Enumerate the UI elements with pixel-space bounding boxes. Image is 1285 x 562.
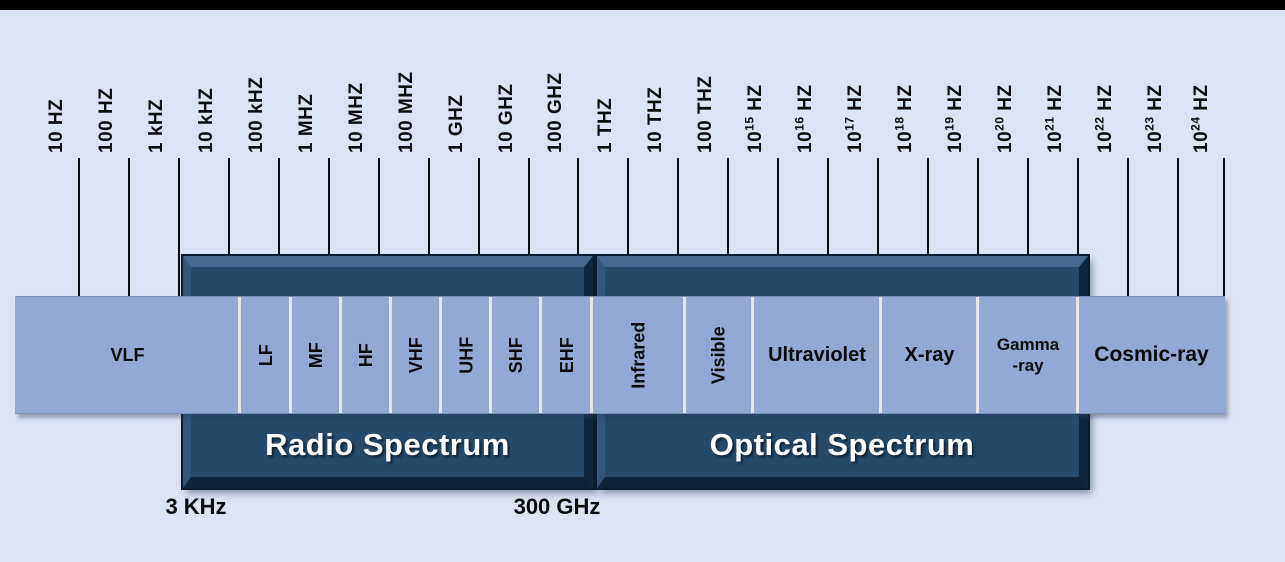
band-separator (238, 297, 241, 413)
tick-label: 1022 HZ (1092, 84, 1116, 153)
tick-label: 1021 HZ (1042, 84, 1066, 153)
band-separator (590, 297, 593, 413)
tick-label: 100 HZ (96, 87, 117, 153)
band-cell-label: HF (355, 343, 376, 367)
tick-line (528, 158, 530, 258)
band-cell: SHF (491, 297, 541, 413)
range-label: 3 KHz (165, 494, 227, 519)
tick-label: 1017 HZ (842, 84, 866, 153)
tick-label: 1016 HZ (792, 84, 816, 153)
tick-line (428, 158, 430, 258)
band-cell: Cosmic-ray (1078, 297, 1225, 413)
spectrum-box-title: Optical Spectrum (709, 427, 975, 462)
band-separator (439, 297, 442, 413)
tick-line (1223, 158, 1225, 296)
tick-label: 1 MHZ (296, 93, 317, 154)
band-cell: LF (240, 297, 291, 413)
tick-label: 10 kHZ (196, 87, 217, 153)
tick-line (128, 158, 130, 296)
range-label: 300 GHz (513, 494, 601, 519)
tick-label: 1023 HZ (1142, 84, 1166, 153)
band-cell-label: LF (255, 344, 276, 366)
band-cell: Ultraviolet (753, 297, 881, 413)
band-cell-label: VHF (405, 337, 426, 373)
tick-line (1127, 158, 1129, 296)
band-cell: VLF (15, 297, 240, 413)
band-cell: MF (291, 297, 341, 413)
band-separator (339, 297, 342, 413)
tick-line (927, 158, 929, 258)
band-separator (289, 297, 292, 413)
tick-line (478, 158, 480, 258)
tick-label: 1 THZ (595, 97, 616, 153)
band-cell: HF (341, 297, 391, 413)
band-cell-label: SHF (505, 337, 526, 373)
band-separator (389, 297, 392, 413)
band-cell: X-ray (881, 297, 978, 413)
tick-label: 1024 HZ (1188, 84, 1212, 153)
band-cell-label: EHF (556, 337, 577, 373)
tick-label: 1015 HZ (742, 84, 766, 153)
band-cell-label: Visible (708, 326, 729, 384)
tick-label: 10 MHZ (346, 82, 367, 153)
band-separator (539, 297, 542, 413)
tick-line (378, 158, 380, 258)
tick-line (1177, 158, 1179, 296)
frequency-band: VLF LF MF HF VHF UHF SHF EHF Infrared Visible Ultr… (15, 296, 1225, 414)
spectrum-box-title: Radio Spectrum (265, 427, 510, 462)
tick-line (178, 158, 180, 296)
tick-line (977, 158, 979, 258)
tick-label: 10 THZ (645, 86, 666, 153)
band-cell-label: MF (305, 342, 326, 368)
tick-line (1077, 158, 1079, 258)
band-separator (1076, 297, 1079, 413)
tick-line (78, 158, 80, 296)
tick-label: 100 kHZ (246, 76, 267, 153)
band-cell: EHF (541, 297, 592, 413)
tick-label: 10 GHZ (496, 83, 517, 153)
tick-label: 100 MHZ (396, 71, 417, 153)
band-cell-label: Ultraviolet (768, 343, 866, 366)
tick-line (228, 158, 230, 258)
tick-line (1027, 158, 1029, 258)
band-cell-label: Gamma -ray (996, 334, 1060, 375)
tick-line (577, 158, 579, 258)
tick-label: 1020 HZ (992, 84, 1016, 153)
tick-line (328, 158, 330, 258)
band-cell-label: Cosmic-ray (1094, 342, 1209, 366)
band-separator (751, 297, 754, 413)
tick-line (278, 158, 280, 258)
band-separator (683, 297, 686, 413)
band-cell: Visible (685, 297, 753, 413)
tick-line (777, 158, 779, 258)
band-separator (489, 297, 492, 413)
tick-label: 1 kHZ (146, 98, 167, 153)
band-cell: VHF (391, 297, 441, 413)
tick-label: 1018 HZ (892, 84, 916, 153)
tick-line (677, 158, 679, 258)
band-cell: Gamma -ray (978, 297, 1078, 413)
band-cell-label: VLF (110, 344, 145, 365)
tick-label: 100 THZ (695, 75, 716, 153)
top-black-bar (0, 0, 1285, 10)
tick-label: 1019 HZ (942, 84, 966, 153)
tick-label: 10 HZ (46, 98, 67, 153)
tick-line (827, 158, 829, 258)
tick-line (727, 158, 729, 258)
band-separator (976, 297, 979, 413)
band-cell-label: X-ray (904, 343, 955, 366)
band-cell-label: UHF (455, 336, 476, 374)
band-separator (879, 297, 882, 413)
tick-line (877, 158, 879, 258)
band-cell: Infrared (592, 297, 685, 413)
tick-line (627, 158, 629, 258)
tick-label: 100 GHZ (545, 72, 566, 153)
band-cell: UHF (441, 297, 491, 413)
band-cell-label: Infrared (628, 321, 649, 389)
tick-label: 1 GHZ (446, 94, 467, 153)
